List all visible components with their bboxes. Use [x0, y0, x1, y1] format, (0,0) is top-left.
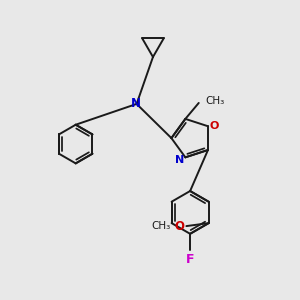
Text: CH₃: CH₃ — [205, 97, 224, 106]
Text: F: F — [186, 253, 194, 266]
Text: CH₃: CH₃ — [152, 221, 171, 231]
Text: N: N — [130, 97, 140, 110]
Text: N: N — [176, 155, 184, 165]
Text: O: O — [210, 121, 219, 131]
Text: O: O — [174, 220, 184, 232]
